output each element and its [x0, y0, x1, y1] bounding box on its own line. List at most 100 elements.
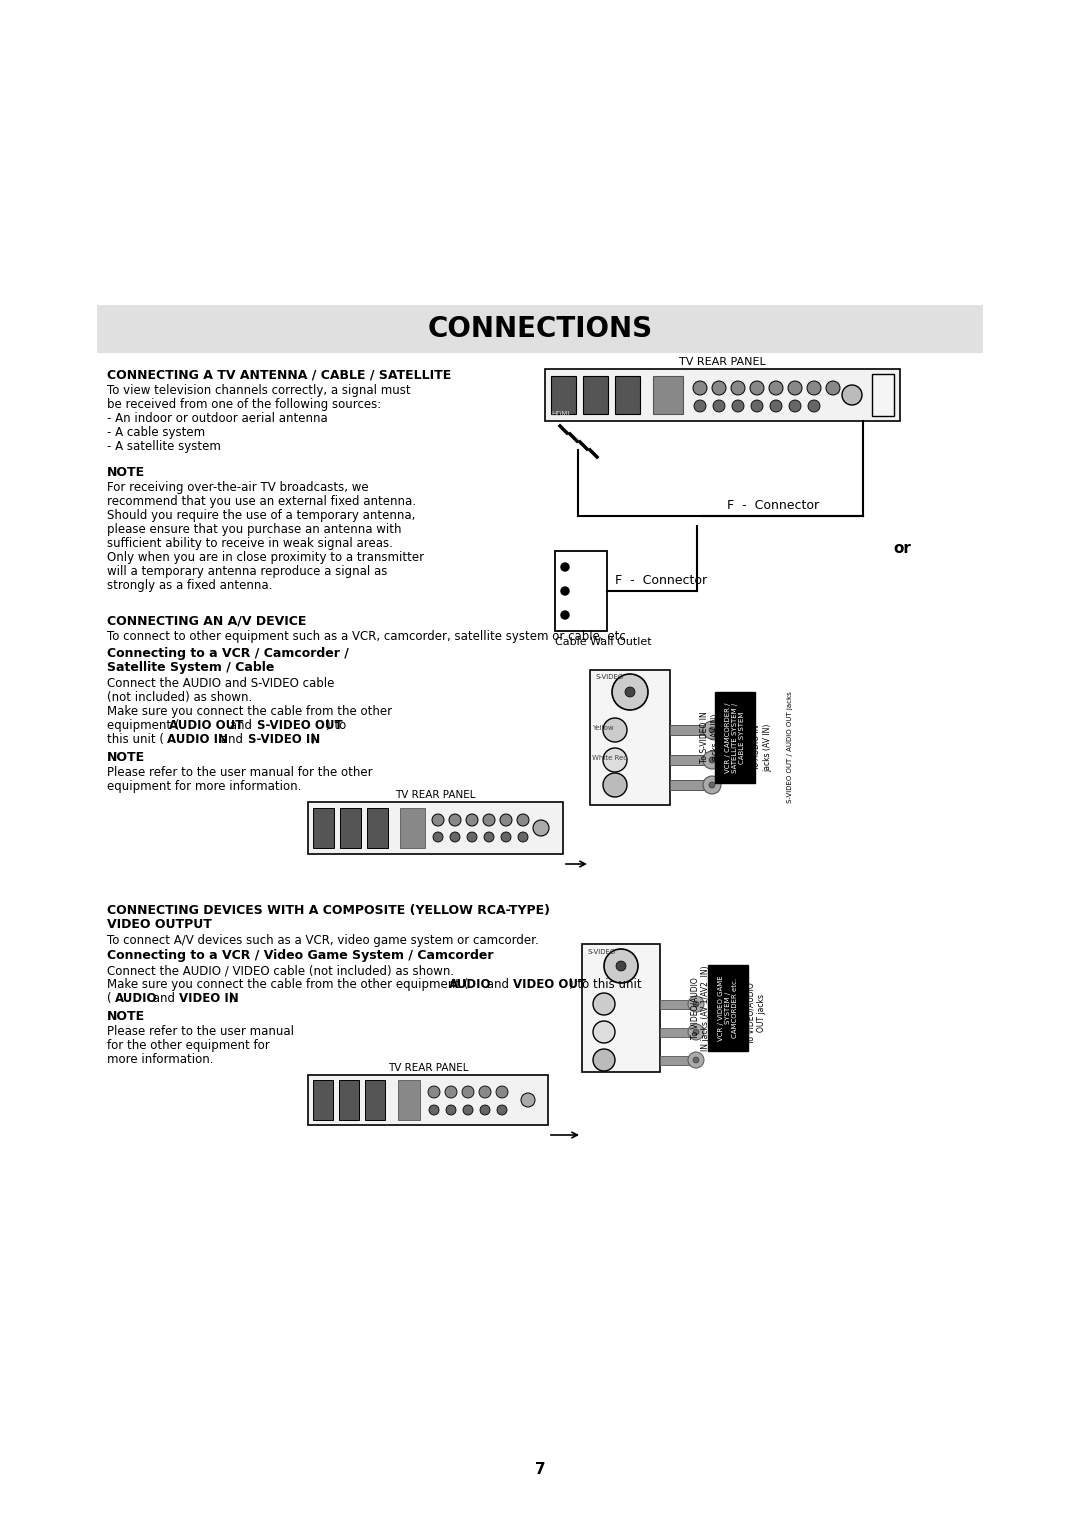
- Text: S-VIDEO: S-VIDEO: [588, 948, 616, 954]
- Text: Connect the AUDIO / VIDEO cable (not included) as shown.: Connect the AUDIO / VIDEO cable (not inc…: [107, 964, 454, 977]
- Text: HDMI: HDMI: [551, 411, 569, 417]
- Text: VIDEO OUTPUT: VIDEO OUTPUT: [107, 918, 212, 931]
- Circle shape: [604, 948, 638, 983]
- Text: ) to: ) to: [326, 719, 347, 731]
- Circle shape: [561, 611, 569, 618]
- Circle shape: [708, 727, 715, 733]
- Text: CONNECTING DEVICES WITH A COMPOSITE (YELLOW RCA-TYPE): CONNECTING DEVICES WITH A COMPOSITE (YEL…: [107, 904, 550, 918]
- Bar: [313, 1080, 333, 1119]
- Text: equipment for more information.: equipment for more information.: [107, 780, 301, 793]
- Text: for the other equipment for: for the other equipment for: [107, 1038, 270, 1052]
- Circle shape: [688, 1025, 704, 1040]
- Text: For receiving over-the-air TV broadcasts, we: For receiving over-the-air TV broadcasts…: [107, 481, 368, 495]
- Circle shape: [693, 1029, 699, 1035]
- Text: Make sure you connect the cable from the other: Make sure you connect the cable from the…: [107, 705, 392, 718]
- Text: Yellow: Yellow: [592, 725, 613, 731]
- Circle shape: [429, 1106, 438, 1115]
- Circle shape: [770, 400, 782, 412]
- Circle shape: [732, 400, 744, 412]
- Circle shape: [496, 1086, 508, 1098]
- Text: TV REAR PANEL: TV REAR PANEL: [395, 789, 476, 800]
- Text: TV REAR PANEL: TV REAR PANEL: [388, 1063, 469, 1073]
- Circle shape: [789, 400, 801, 412]
- Circle shape: [433, 832, 443, 841]
- Circle shape: [769, 382, 783, 395]
- Text: White Red: White Red: [592, 754, 627, 760]
- Circle shape: [688, 1052, 704, 1067]
- Circle shape: [808, 400, 820, 412]
- Text: F  -  Connector: F - Connector: [727, 499, 819, 512]
- Text: CONNECTING A TV ANTENNA / CABLE / SATELLITE: CONNECTING A TV ANTENNA / CABLE / SATELL…: [107, 370, 451, 382]
- Text: To VIDEO/AUDIO
OUT jacks: To VIDEO/AUDIO OUT jacks: [746, 982, 766, 1044]
- Text: (: (: [107, 993, 111, 1005]
- Circle shape: [788, 382, 802, 395]
- Bar: [670, 754, 705, 765]
- Circle shape: [750, 382, 764, 395]
- Circle shape: [561, 586, 569, 596]
- Circle shape: [480, 1086, 491, 1098]
- Circle shape: [751, 400, 762, 412]
- Circle shape: [712, 382, 726, 395]
- Text: To AUDIO IN
jacks (AV IN): To AUDIO IN jacks (AV IN): [753, 724, 772, 771]
- Circle shape: [593, 1049, 615, 1070]
- Bar: [97, 305, 983, 353]
- Circle shape: [616, 960, 626, 971]
- Text: Please refer to the user manual: Please refer to the user manual: [107, 1025, 294, 1038]
- Text: equipment (: equipment (: [107, 719, 179, 731]
- Text: Satellite System / Cable: Satellite System / Cable: [107, 661, 274, 673]
- Text: TV REAR PANEL: TV REAR PANEL: [679, 357, 766, 366]
- Text: VCR / VIDEO GAME
SYSTEM /
CAMCORDER etc.: VCR / VIDEO GAME SYSTEM / CAMCORDER etc.: [718, 976, 738, 1041]
- Circle shape: [483, 814, 495, 826]
- Bar: [340, 808, 361, 847]
- Circle shape: [708, 782, 715, 788]
- Bar: [551, 376, 576, 414]
- Bar: [399, 1080, 420, 1119]
- Text: Connect the AUDIO and S-VIDEO cable: Connect the AUDIO and S-VIDEO cable: [107, 676, 335, 690]
- Text: and: and: [149, 993, 179, 1005]
- Circle shape: [484, 832, 494, 841]
- Text: NOTE: NOTE: [107, 1009, 145, 1023]
- Circle shape: [731, 382, 745, 395]
- Bar: [590, 670, 670, 805]
- Text: To S-VIDEO IN
jacks (AV IN): To S-VIDEO IN jacks (AV IN): [700, 712, 719, 764]
- Text: - An indoor or outdoor aerial antenna: - An indoor or outdoor aerial antenna: [107, 412, 327, 425]
- Text: Make sure you connect the cable from the other equipment (: Make sure you connect the cable from the…: [107, 977, 469, 991]
- Bar: [339, 1080, 359, 1119]
- Text: S-VIDEO: S-VIDEO: [595, 673, 623, 680]
- Text: NOTE: NOTE: [107, 751, 145, 764]
- Text: please ensure that you purchase an antenna with: please ensure that you purchase an anten…: [107, 524, 402, 536]
- Text: ) to this unit: ) to this unit: [569, 977, 642, 991]
- Circle shape: [842, 385, 862, 405]
- Circle shape: [693, 382, 707, 395]
- Text: To connect A/V devices such as a VCR, video game system or camcorder.: To connect A/V devices such as a VCR, vi…: [107, 935, 539, 947]
- Circle shape: [497, 1106, 507, 1115]
- Circle shape: [713, 400, 725, 412]
- Circle shape: [517, 814, 529, 826]
- Bar: [660, 1057, 690, 1064]
- Text: and: and: [226, 719, 256, 731]
- Text: Should you require the use of a temporary antenna,: Should you require the use of a temporar…: [107, 508, 416, 522]
- Bar: [555, 551, 607, 631]
- Bar: [400, 808, 426, 847]
- Text: and: and: [483, 977, 513, 991]
- Circle shape: [694, 400, 706, 412]
- Bar: [670, 780, 705, 789]
- Text: S-VIDEO OUT / AUDIO OUT jacks: S-VIDEO OUT / AUDIO OUT jacks: [787, 692, 793, 803]
- Circle shape: [462, 1086, 474, 1098]
- Text: be received from one of the following sources:: be received from one of the following so…: [107, 399, 381, 411]
- Bar: [582, 944, 660, 1072]
- Circle shape: [450, 832, 460, 841]
- Text: 7: 7: [535, 1463, 545, 1478]
- Text: sufficient ability to receive in weak signal areas.: sufficient ability to receive in weak si…: [107, 538, 393, 550]
- Text: S-VIDEO IN: S-VIDEO IN: [248, 733, 321, 747]
- Text: Cable Wall Outlet: Cable Wall Outlet: [555, 637, 651, 647]
- Circle shape: [593, 993, 615, 1015]
- Text: To VIDEO/AUDIO
IN jacks (AV 1/AV2  IN): To VIDEO/AUDIO IN jacks (AV 1/AV2 IN): [690, 965, 710, 1051]
- Text: will a temporary antenna reproduce a signal as: will a temporary antenna reproduce a sig…: [107, 565, 388, 579]
- Circle shape: [603, 748, 627, 773]
- Bar: [308, 1075, 548, 1125]
- Text: To view television channels correctly, a signal must: To view television channels correctly, a…: [107, 383, 410, 397]
- Text: VIDEO OUT: VIDEO OUT: [513, 977, 586, 991]
- Circle shape: [703, 721, 721, 739]
- Text: AUDIO IN: AUDIO IN: [167, 733, 228, 747]
